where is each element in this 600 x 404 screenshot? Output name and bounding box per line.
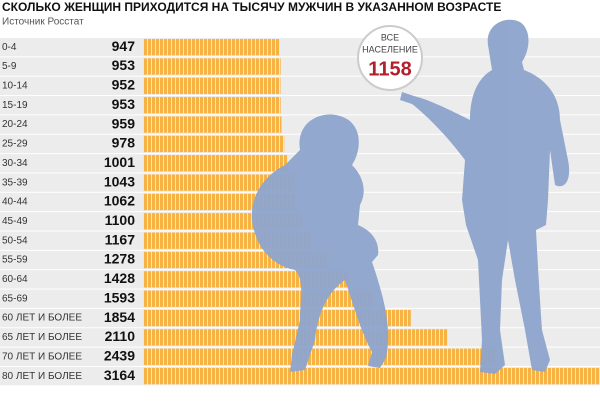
category-label: 60-64 (2, 274, 28, 285)
value-label: 947 (112, 38, 136, 54)
category-label: 25-29 (2, 139, 28, 150)
value-label: 959 (112, 115, 136, 131)
chart-title: СКОЛЬКО ЖЕНЩИН ПРИХОДИТСЯ НА ТЫСЯЧУ МУЖЧ… (2, 0, 501, 14)
value-label: 952 (112, 77, 136, 93)
value-label: 3164 (104, 367, 135, 383)
value-label: 1001 (104, 154, 135, 170)
category-label: 20-24 (2, 119, 28, 130)
category-label: 65-69 (2, 293, 28, 304)
category-label: 55-59 (2, 255, 28, 266)
category-label: 10-14 (2, 81, 28, 92)
category-label: 60 ЛЕТ И БОЛЕЕ (2, 313, 82, 324)
bar (143, 39, 280, 56)
value-label: 1593 (104, 289, 135, 305)
bar (143, 348, 496, 365)
silhouettes (251, 19, 570, 375)
bar (143, 155, 288, 172)
callout: ВСЕ НАСЕЛЕНИЕ 1158 (357, 25, 423, 91)
bar (143, 271, 350, 288)
bar (143, 367, 600, 385)
bar (143, 97, 281, 114)
value-label: 1043 (104, 173, 135, 189)
bar (143, 135, 285, 153)
category-label: 70 ЛЕТ И БОЛЕЕ (2, 351, 82, 362)
category-label: 80 ЛЕТ И БОЛЕЕ (2, 371, 82, 382)
category-label: 65 ЛЕТ И БОЛЕЕ (2, 332, 82, 343)
bar (143, 174, 294, 191)
value-label: 2110 (105, 328, 136, 344)
value-label: 1854 (104, 309, 135, 325)
value-label: 953 (112, 57, 136, 73)
value-label: 1167 (105, 231, 136, 247)
value-label: 2439 (104, 347, 135, 363)
category-label: 0-4 (2, 42, 17, 53)
bar (143, 309, 411, 327)
callout-line2: НАСЕЛЕНИЕ (362, 44, 418, 54)
callout-value: 1158 (368, 58, 411, 80)
category-label: 15-19 (2, 100, 28, 111)
bar (143, 77, 281, 95)
callout-line1: ВСЕ (381, 32, 399, 42)
category-label: 40-44 (2, 197, 28, 208)
category-label: 30-34 (2, 158, 28, 169)
value-label: 1278 (104, 251, 135, 267)
bar (143, 116, 282, 133)
subtitle: Источник Росстат (2, 17, 84, 28)
value-label: 953 (112, 96, 136, 112)
category-label: 35-39 (2, 177, 28, 188)
value-label: 1428 (104, 270, 135, 286)
bar (143, 290, 374, 307)
callout-circle (357, 25, 423, 91)
category-label: 45-49 (2, 216, 28, 227)
category-label: 50-54 (2, 235, 28, 246)
value-label: 978 (112, 135, 136, 151)
value-label: 1100 (105, 212, 136, 228)
category-label: 5-9 (2, 61, 17, 72)
bar (143, 58, 281, 75)
value-label: 1062 (104, 193, 135, 209)
